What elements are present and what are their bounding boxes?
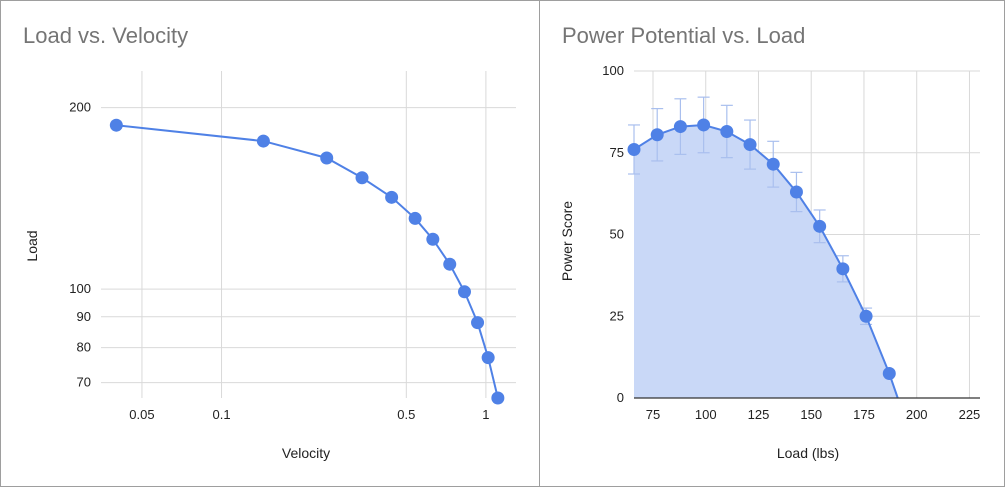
x-tick-label: 150 <box>800 407 822 422</box>
data-point <box>882 366 896 380</box>
load-velocity-chart: 0.05 0.1 0.5 1 70 80 90 100 200 Velocity Load <box>24 71 516 461</box>
y-tick-label: 80 <box>77 340 91 355</box>
x-tick-label: 175 <box>853 407 875 422</box>
chart-title: Power Potential vs. Load <box>562 23 806 48</box>
y-tick-label: 100 <box>69 281 91 296</box>
data-point <box>859 309 873 323</box>
series-area <box>634 124 898 398</box>
x-tick-label: 0.05 <box>129 407 154 422</box>
data-point <box>491 391 505 405</box>
power-load-chart: 0 25 50 75 100 75 100 125 150 175 200 225 Load (lbs)… <box>559 63 981 461</box>
data-point <box>789 185 803 199</box>
data-point <box>627 142 641 156</box>
y-axis-title: Power Score <box>559 201 575 281</box>
data-point <box>408 211 422 225</box>
data-point <box>385 190 399 204</box>
x-tick-label: 0.5 <box>397 407 415 422</box>
x-tick-label: 200 <box>906 407 928 422</box>
data-point <box>481 351 495 365</box>
data-point <box>443 257 457 271</box>
y-tick-label: 0 <box>617 390 624 405</box>
data-point <box>457 285 471 299</box>
data-point <box>697 118 711 132</box>
data-point <box>766 157 780 171</box>
data-point <box>673 120 687 134</box>
data-point <box>743 138 757 152</box>
y-tick-label: 25 <box>610 308 624 323</box>
data-point <box>355 171 369 185</box>
data-point <box>813 219 827 233</box>
data-point <box>720 124 734 138</box>
x-tick-label: 125 <box>748 407 770 422</box>
data-point <box>256 134 270 148</box>
y-tick-label: 75 <box>610 145 624 160</box>
y-tick-label: 50 <box>610 227 624 242</box>
x-axis-title: Load (lbs) <box>777 445 839 461</box>
x-tick-label: 0.1 <box>212 407 230 422</box>
chart-panel-power-load: Power Potential vs. Load 0 25 50 75 100 75 100… <box>539 0 1005 487</box>
x-axis-title: Velocity <box>282 445 330 461</box>
y-tick-label: 200 <box>69 100 91 115</box>
y-axis-title: Load <box>24 230 40 261</box>
x-tick-label: 1 <box>482 407 489 422</box>
y-tick-label: 90 <box>77 309 91 324</box>
data-point <box>320 151 334 165</box>
chart-title: Load vs. Velocity <box>23 23 189 48</box>
y-tick-label: 100 <box>602 63 624 78</box>
data-point <box>109 118 123 132</box>
data-point <box>650 128 664 142</box>
series-line <box>116 124 499 399</box>
x-tick-label: 100 <box>695 407 717 422</box>
data-point <box>471 316 485 330</box>
x-tick-label: 225 <box>959 407 981 422</box>
data-point <box>426 232 440 246</box>
y-tick-label: 70 <box>77 375 91 390</box>
x-tick-label: 75 <box>646 407 660 422</box>
chart-panel-load-velocity: Load vs. Velocity 0.05 0.1 0.5 1 70 80 90 100 20… <box>0 0 540 487</box>
data-point <box>836 262 850 276</box>
